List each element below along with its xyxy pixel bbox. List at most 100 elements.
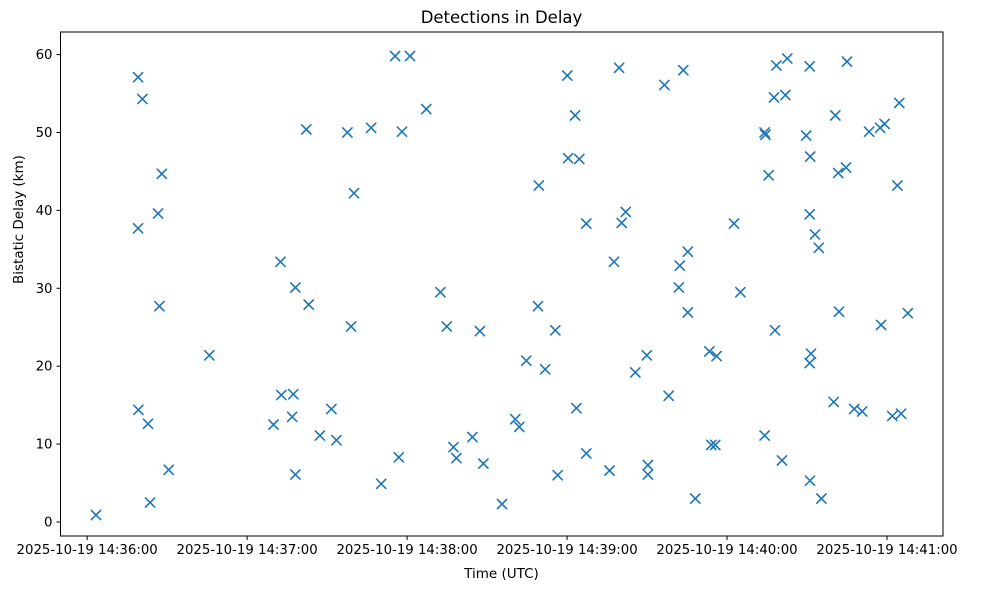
- scatter-marker: [303, 299, 315, 310]
- scatter-marker: [833, 306, 845, 318]
- scatter-marker: [290, 469, 301, 480]
- scatter-marker: [728, 218, 740, 229]
- scatter-marker: [604, 465, 615, 476]
- scatter-marker: [404, 50, 416, 62]
- y-tick-label: 20: [36, 360, 53, 375]
- scatter-marker: [641, 349, 653, 361]
- scatter-marker: [800, 130, 812, 141]
- scatter-marker: [345, 321, 357, 332]
- scatter-marker: [549, 324, 561, 336]
- scatter-marker: [137, 93, 148, 105]
- scatter-marker: [629, 367, 641, 378]
- scatter-marker: [829, 110, 841, 121]
- scatter-marker: [533, 180, 545, 191]
- scatter-marker: [659, 79, 670, 91]
- scatter-marker: [342, 127, 353, 138]
- scatter-marker: [275, 389, 287, 401]
- scatter-marker: [642, 469, 654, 480]
- scatter-marker: [804, 357, 816, 369]
- scatter-marker: [673, 282, 685, 293]
- scatter-marker: [763, 169, 774, 181]
- scatter-marker: [467, 431, 478, 443]
- scatter-marker: [674, 260, 686, 272]
- scatter-marker: [396, 126, 408, 138]
- scatter-marker: [705, 439, 717, 451]
- scatter-marker: [804, 475, 816, 487]
- x-tick-label: 2025-10-19 14:41:00: [816, 543, 957, 558]
- scatter-marker: [580, 218, 592, 229]
- scatter-marker: [569, 110, 581, 121]
- scatter-marker: [893, 97, 905, 109]
- scatter-marker: [286, 411, 298, 423]
- x-tick-label: 2025-10-19 14:39:00: [496, 543, 637, 558]
- scatter-marker: [616, 217, 628, 229]
- scatter-marker: [689, 493, 701, 504]
- scatter-marker: [613, 62, 625, 74]
- scatter-marker: [474, 325, 486, 337]
- scatter-marker: [509, 413, 521, 425]
- scatter-marker: [365, 122, 377, 134]
- scatter-marker: [709, 439, 721, 451]
- scatter-marker: [552, 469, 564, 481]
- scatter-marker: [154, 300, 165, 312]
- y-tick-label: 50: [36, 126, 53, 141]
- scatter-marker: [879, 118, 890, 130]
- scatter-marker: [608, 256, 620, 268]
- scatter-marker: [856, 406, 868, 417]
- scatter-marker: [776, 455, 788, 466]
- scatter-marker: [441, 321, 453, 332]
- scatter-marker: [132, 222, 144, 234]
- scatter-marker: [142, 418, 154, 430]
- scatter-marker: [759, 430, 770, 441]
- scatter-marker: [90, 509, 102, 521]
- scatter-marker: [902, 307, 914, 319]
- scatter-marker: [769, 324, 781, 336]
- scatter-marker: [290, 282, 301, 293]
- scatter-marker: [809, 229, 821, 240]
- scatter-marker: [892, 180, 903, 191]
- scatter-marker: [203, 349, 215, 361]
- scatter-marker: [562, 152, 574, 164]
- scatter-marker: [571, 402, 582, 414]
- scatter-marker: [539, 363, 551, 375]
- scatter-marker: [828, 396, 840, 408]
- scatter-marker: [682, 307, 694, 318]
- x-tick-label: 2025-10-19 14:40:00: [656, 543, 797, 558]
- scatter-marker: [735, 286, 746, 298]
- scatter-marker: [620, 206, 632, 218]
- scatter-marker: [520, 355, 532, 367]
- scatter-marker: [813, 242, 825, 254]
- scatter-marker: [393, 451, 405, 463]
- scatter-marker: [420, 103, 432, 115]
- y-tick-label: 40: [36, 204, 53, 219]
- scatter-marker: [682, 246, 694, 258]
- scatter-marker: [132, 71, 144, 83]
- scatter-marker: [389, 50, 401, 62]
- x-tick-label: 2025-10-19 14:36:00: [17, 543, 158, 558]
- scatter-marker: [435, 286, 446, 298]
- scatter-marker: [863, 126, 875, 138]
- scatter-marker: [314, 430, 326, 441]
- scatter-marker: [780, 89, 791, 101]
- x-tick-label: 2025-10-19 14:38:00: [336, 543, 477, 558]
- scatter-marker: [704, 346, 715, 357]
- scatter-marker: [331, 434, 342, 446]
- scatter-marker: [287, 388, 299, 400]
- scatter-marker: [451, 452, 462, 464]
- scatter-marker: [841, 56, 853, 67]
- scatter-marker: [840, 162, 852, 173]
- scatter-marker: [348, 187, 360, 199]
- scatter-marker: [561, 70, 573, 81]
- scatter-marker: [275, 256, 286, 268]
- scatter-marker: [513, 421, 525, 433]
- scatter-marker: [573, 153, 585, 165]
- scatter-marker: [663, 390, 675, 402]
- scatter-marker: [448, 441, 459, 453]
- scatter-marker: [156, 168, 168, 180]
- scatter-marker: [326, 403, 337, 415]
- chart-title: Detections in Delay: [420, 8, 583, 27]
- scatter-marker: [895, 408, 907, 420]
- scatter-marker: [268, 419, 279, 430]
